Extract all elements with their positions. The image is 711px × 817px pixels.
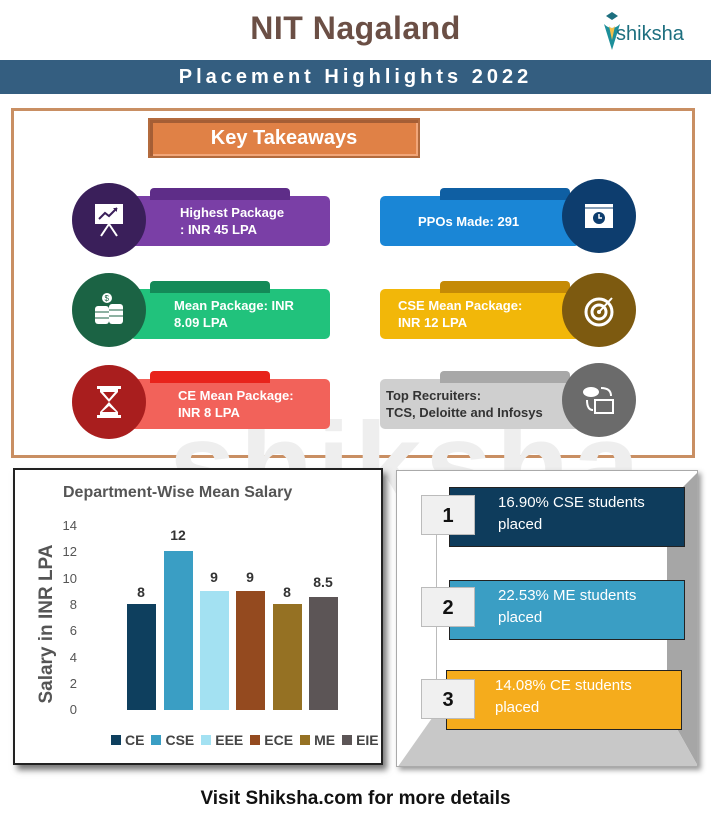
card-mean-package: Mean Package: INR 8.09 LPA [130,281,330,339]
bar-ce [127,604,156,710]
card-text-line1: Top Recruiters: [386,388,482,403]
y-tick: 12 [62,544,77,559]
bar-value-label: 12 [170,527,186,543]
card-text-line2: TCS, Deloitte and Infosys [386,405,543,420]
svg-text:$: $ [105,294,110,303]
calendar-clock-icon [562,179,636,253]
step-number-1: 1 [421,495,475,535]
page-title: NIT Nagaland [250,10,461,46]
coins-icon: $ [72,273,146,347]
card-top-recruiters: Top Recruiters: TCS, Deloitte and Infosy… [380,371,580,429]
card-highest-package: Highest Package : INR 45 LPA [130,188,330,246]
shiksha-logo: shiksha [602,8,702,52]
footer-link[interactable]: Visit Shiksha.com for more details [200,788,511,809]
bar-value-label: 8.5 [313,574,333,590]
step-number-2: 2 [421,587,475,627]
card-text-line2: INR 8 LPA [178,405,240,420]
bar-eee [200,591,229,710]
y-axis-label: Salary in INR LPA [36,544,57,704]
legend-item-cse: CSE [151,732,194,748]
y-tick: 8 [69,597,77,612]
step-bar-2: 22.53% ME students placed [449,580,685,640]
card-text-line2: : INR 45 LPA [180,222,258,237]
card-text-line1: CSE Mean Package: [398,298,523,313]
cloud-laptop-sync-icon [562,363,636,437]
step-number-3: 3 [421,679,475,719]
legend-item-eee: EEE [201,732,243,748]
y-tick: 4 [69,650,77,665]
target-icon [562,273,636,347]
bar-value-label: 9 [246,569,254,585]
bar-value-label: 8 [283,584,291,600]
logo-text: shiksha [616,23,684,45]
step-bar-3: 14.08% CE students placed [446,670,682,730]
placement-steps-panel: 16.90% CSE students placed 1 22.53% ME s… [396,470,698,767]
key-takeaways-header: Key Takeaways [148,118,420,158]
bar-value-label: 8 [137,584,145,600]
banner-title: Placement Highlights 2022 [0,60,711,94]
presentation-chart-icon [72,183,146,257]
y-tick: 0 [69,702,77,717]
shiksha-logo-icon [604,12,620,50]
bar-value-label: 9 [210,569,218,585]
bar-ece [236,591,265,710]
hourglass-icon [72,365,146,439]
bar-cse [164,551,193,710]
bar-me [273,604,302,710]
card-text-line1: Mean Package: INR [174,298,294,313]
card-text-line1: CE Mean Package: [178,388,294,403]
card-cse-mean-package: CSE Mean Package: INR 12 LPA [380,281,580,339]
card-ppos: PPOs Made: 291 [380,188,580,246]
card-text-line2: INR 12 LPA [398,315,468,330]
step-bar-1: 16.90% CSE students placed [449,487,685,547]
card-text-line1: Highest Package [180,205,285,220]
legend-item-ce: CE [111,732,144,748]
y-tick: 6 [69,623,77,638]
y-tick: 14 [62,518,77,533]
legend-item-eie: EIE [342,732,379,748]
card-ce-mean-package: CE Mean Package: INR 8 LPA [130,371,330,429]
bar-eie [309,597,338,710]
legend-item-ece: ECE [250,732,293,748]
key-takeaways-panel: shiksha Key Takeaways Highest Package : … [11,108,695,532]
department-salary-chart: Department-Wise Mean Salary Salary in IN… [13,468,383,765]
chart-title: Department-Wise Mean Salary [63,484,293,501]
chart-legend: CE CSE EEE ECE ME EIE [111,732,379,748]
legend-item-me: ME [300,732,335,748]
card-text-line2: 8.09 LPA [174,315,228,330]
y-tick: 2 [69,676,77,691]
card-text-line1: PPOs Made: 291 [418,213,520,229]
y-tick: 10 [62,571,77,586]
